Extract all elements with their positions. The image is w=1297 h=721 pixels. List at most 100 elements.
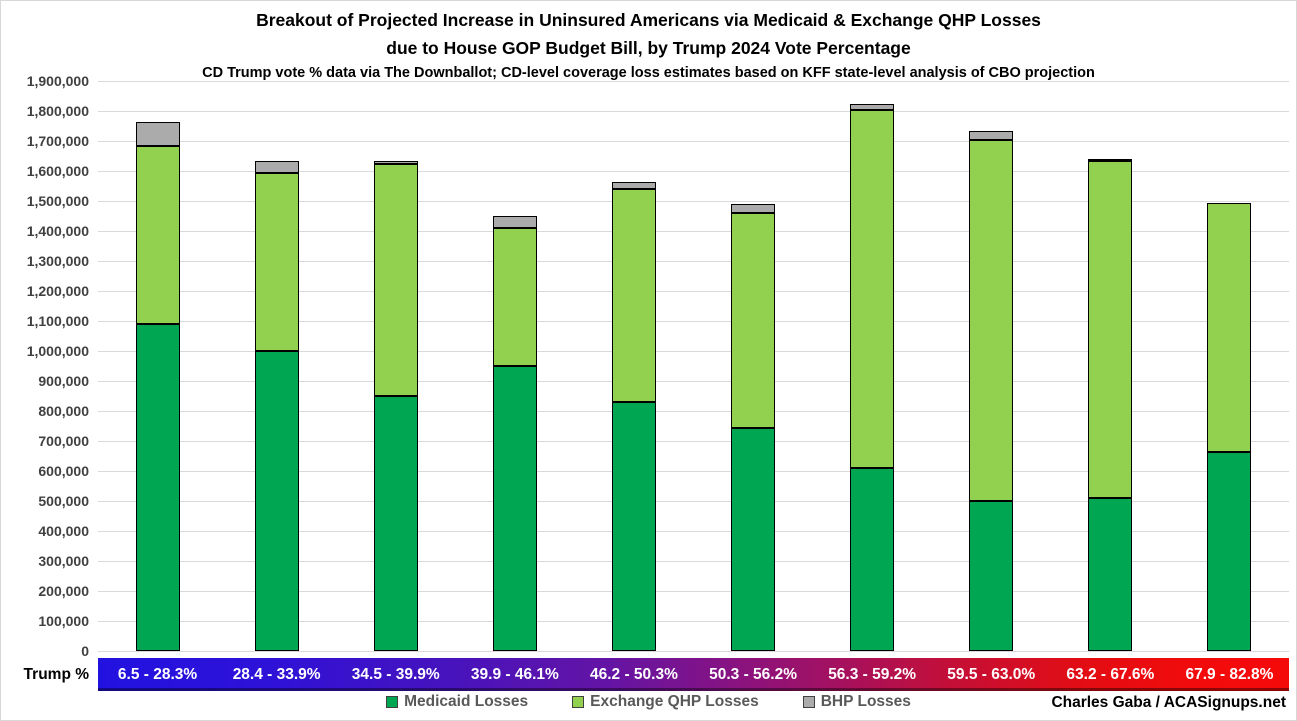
gridline <box>98 171 1289 172</box>
bar-segment-exchange-qhp-losses <box>254 172 299 351</box>
x-axis-category-label: 59.5 - 63.0% <box>947 666 1036 683</box>
y-axis-label: 1,100,000 <box>26 313 89 329</box>
credit-text: Charles Gaba / ACASignups.net <box>1051 694 1286 711</box>
y-axis-label: 1,900,000 <box>26 73 89 89</box>
bar-segment-exchange-qhp-losses <box>611 189 656 402</box>
bar-segment-medicaid-losses <box>1088 498 1133 651</box>
y-axis-label: 1,800,000 <box>26 103 89 119</box>
bar-segment-exchange-qhp-losses <box>492 228 537 366</box>
bar-group <box>135 81 180 651</box>
bar-segment-exchange-qhp-losses <box>1088 160 1133 498</box>
gridline <box>98 291 1289 292</box>
gridline <box>98 441 1289 442</box>
legend-label: Exchange QHP Losses <box>590 693 759 710</box>
y-axis-label: 500,000 <box>38 493 89 509</box>
chart-title-line2: due to House GOP Budget Bill, by Trump 2… <box>386 38 911 58</box>
bar-segment-medicaid-losses <box>850 468 895 651</box>
chart-title-line1: Breakout of Projected Increase in Uninsu… <box>256 10 1041 30</box>
gridline <box>98 471 1289 472</box>
gridline <box>98 141 1289 142</box>
bar-segment-exchange-qhp-losses <box>731 213 776 428</box>
chart-subtitle: CD Trump vote % data via The Downballot;… <box>202 65 1095 81</box>
y-axis-label: 1,000,000 <box>26 343 89 359</box>
gridline <box>98 231 1289 232</box>
x-axis-category-label: 56.3 - 59.2% <box>828 666 917 683</box>
x-axis-category-label: 46.2 - 50.3% <box>589 666 678 683</box>
bar-group <box>969 81 1014 651</box>
gridline <box>98 351 1289 352</box>
bar-segment-exchange-qhp-losses <box>135 145 180 324</box>
y-axis-label: 600,000 <box>38 463 89 479</box>
bar-group <box>254 81 299 651</box>
trump-percent-label: Trump % <box>23 666 89 683</box>
gridline <box>98 321 1289 322</box>
y-axis-label: 200,000 <box>38 583 89 599</box>
gridline <box>98 591 1289 592</box>
x-axis-category-label: 39.9 - 46.1% <box>470 666 559 683</box>
bar-group <box>492 81 537 651</box>
x-axis-band: 6.5 - 28.3% 28.4 - 33.9% 34.5 - 39.9% 39.9 … <box>98 658 1289 691</box>
gridline <box>98 81 1289 82</box>
y-axis-label: 800,000 <box>38 403 89 419</box>
legend-marker <box>802 696 815 708</box>
y-axis-label: 1,700,000 <box>26 133 89 149</box>
y-axis-label: 300,000 <box>38 553 89 569</box>
bar-group <box>731 81 776 651</box>
x-axis-category-label: 63.2 - 67.6% <box>1066 666 1155 683</box>
legend-item: BHP Losses <box>802 693 911 711</box>
legend-item: Medicaid Losses <box>386 693 528 711</box>
gridline <box>98 381 1289 382</box>
y-axis-label: 1,200,000 <box>26 283 89 299</box>
bar-segment-bhp-losses <box>969 130 1014 140</box>
bar-segment-medicaid-losses <box>611 402 656 651</box>
bar-segment-medicaid-losses <box>1207 451 1252 651</box>
bar-segment-bhp-losses <box>1088 158 1133 161</box>
gridline <box>98 501 1289 502</box>
bar-segment-bhp-losses <box>850 103 895 110</box>
bar-group <box>611 81 656 651</box>
bar-segment-bhp-losses <box>492 216 537 228</box>
plot-area <box>98 81 1289 652</box>
bar-segment-medicaid-losses <box>373 396 418 651</box>
bar-group <box>850 81 895 651</box>
y-axis-label: 1,300,000 <box>26 253 89 269</box>
gridline <box>98 411 1289 412</box>
legend-marker <box>572 696 585 708</box>
bar-segment-bhp-losses <box>254 160 299 173</box>
gridline <box>98 621 1289 622</box>
x-axis-category-label: 34.5 - 39.9% <box>351 666 440 683</box>
x-axis-category-label: 28.4 - 33.9% <box>232 666 321 683</box>
gridline <box>98 531 1289 532</box>
gridline <box>98 201 1289 202</box>
legend: Medicaid Losses Exchange QHP Losses BHP Lo… <box>1 693 1296 711</box>
bar-segment-medicaid-losses <box>254 351 299 651</box>
bar-group <box>1207 81 1252 651</box>
bar-segment-medicaid-losses <box>135 324 180 651</box>
gridline <box>98 561 1289 562</box>
x-axis-category-label: 6.5 - 28.3% <box>117 666 198 683</box>
bar-segment-bhp-losses <box>611 181 656 189</box>
bar-segment-bhp-losses <box>373 160 418 164</box>
y-axis-label: 100,000 <box>38 613 89 629</box>
x-axis-category-label: 50.3 - 56.2% <box>709 666 797 683</box>
bar-segment-exchange-qhp-losses <box>1207 202 1252 452</box>
legend-marker <box>386 696 399 708</box>
bar-segment-medicaid-losses <box>731 427 776 651</box>
bar-segment-medicaid-losses <box>492 366 537 651</box>
bar-segment-medicaid-losses <box>969 501 1014 651</box>
legend-item: Exchange QHP Losses <box>572 693 759 711</box>
y-axis-label: 1,600,000 <box>26 163 89 179</box>
bar-segment-bhp-losses <box>731 204 776 213</box>
gridline <box>98 111 1289 112</box>
y-axis-label: 400,000 <box>38 523 89 539</box>
gridline <box>98 261 1289 262</box>
bar-segment-exchange-qhp-losses <box>850 109 895 468</box>
y-axis-label: 1,500,000 <box>26 193 89 209</box>
gridline <box>98 651 1289 652</box>
y-axis-label: 700,000 <box>38 433 89 449</box>
bar-segment-exchange-qhp-losses <box>373 163 418 396</box>
x-axis-category-label: 67.9 - 82.8% <box>1185 666 1274 683</box>
y-axis-label: 1,400,000 <box>26 223 89 239</box>
y-axis-label: 900,000 <box>38 373 89 389</box>
